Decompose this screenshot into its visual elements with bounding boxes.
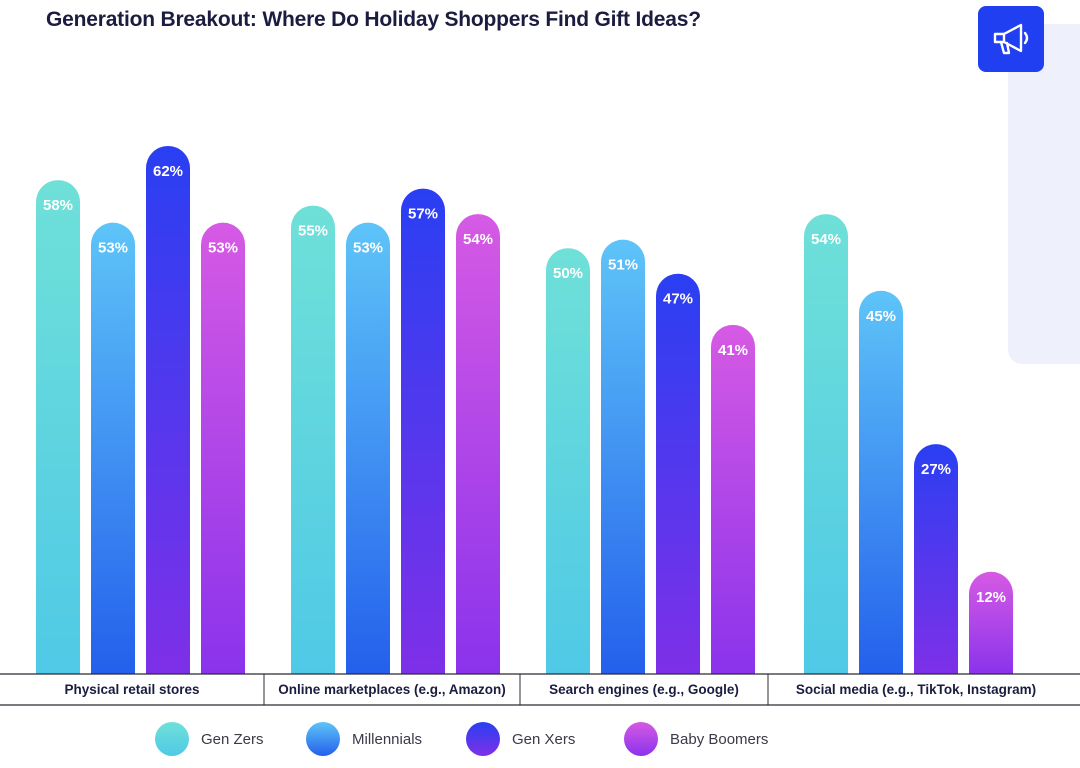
legend-label: Gen Xers	[512, 730, 576, 748]
legend-swatch	[306, 722, 340, 756]
legend-swatch	[155, 722, 189, 756]
bar-millennials-3	[859, 290, 903, 674]
data-label: 51%	[608, 257, 638, 274]
side-panel	[1008, 24, 1080, 364]
legend-item: Millennials	[306, 722, 422, 756]
bar-gen-zers-3	[804, 214, 848, 675]
bar-millennials-1	[346, 222, 390, 675]
legend-swatch	[624, 722, 658, 756]
data-label: 47%	[663, 291, 693, 308]
data-label: 55%	[298, 223, 328, 240]
legend-swatch	[466, 722, 500, 756]
bar-chart: 58% 55% 50% 54% 53% 53% 51% 45% 62% 57% 47% 27% 53% 5…	[0, 146, 1080, 706]
bar-gen-xers-2	[656, 273, 700, 674]
data-label: 58%	[43, 197, 73, 214]
x-tick-label: Physical retail stores	[64, 682, 199, 697]
data-label: 57%	[408, 206, 438, 223]
bar-baby-boomers-2	[711, 324, 755, 674]
bar-gen-zers-1	[291, 205, 335, 674]
chart-legend: Gen Zers Millennials Gen Xers Baby Boomers	[0, 722, 1080, 758]
bar-millennials-0	[91, 222, 135, 675]
data-label: 45%	[866, 308, 896, 325]
bar-gen-zers-0	[36, 180, 80, 674]
x-tick-label: Social media (e.g., TikTok, Instagram)	[796, 682, 1036, 697]
data-label: 53%	[353, 240, 383, 257]
legend-item: Gen Zers	[155, 722, 264, 756]
x-tick-label: Search engines (e.g., Google)	[549, 682, 739, 697]
data-label: 41%	[718, 342, 748, 359]
data-label: 54%	[811, 231, 841, 248]
chart-title: Generation Breakout: Where Do Holiday Sh…	[46, 8, 701, 31]
bar-gen-xers-0	[146, 146, 190, 674]
data-label: 54%	[463, 231, 493, 248]
bar-gen-xers-3	[914, 444, 958, 674]
bar-gen-zers-2	[546, 248, 590, 674]
bar-baby-boomers-3	[969, 571, 1013, 674]
legend-label: Millennials	[352, 730, 423, 748]
data-label: 53%	[208, 240, 238, 257]
data-label: 27%	[921, 461, 951, 478]
bar-millennials-2	[601, 239, 645, 675]
legend-label: Gen Zers	[201, 730, 264, 748]
legend-item: Baby Boomers	[624, 722, 768, 756]
bar-baby-boomers-0	[201, 222, 245, 675]
data-label: 62%	[153, 163, 183, 180]
data-label: 50%	[553, 265, 583, 282]
bar-gen-xers-1	[401, 188, 445, 674]
megaphone-badge	[978, 6, 1044, 72]
data-label: 12%	[976, 589, 1006, 606]
data-label: 53%	[98, 240, 128, 257]
bar-baby-boomers-1	[456, 214, 500, 675]
legend-label: Baby Boomers	[670, 730, 769, 748]
megaphone-icon	[993, 23, 1029, 55]
x-tick-label: Online marketplaces (e.g., Amazon)	[278, 682, 506, 697]
legend-item: Gen Xers	[466, 722, 575, 756]
